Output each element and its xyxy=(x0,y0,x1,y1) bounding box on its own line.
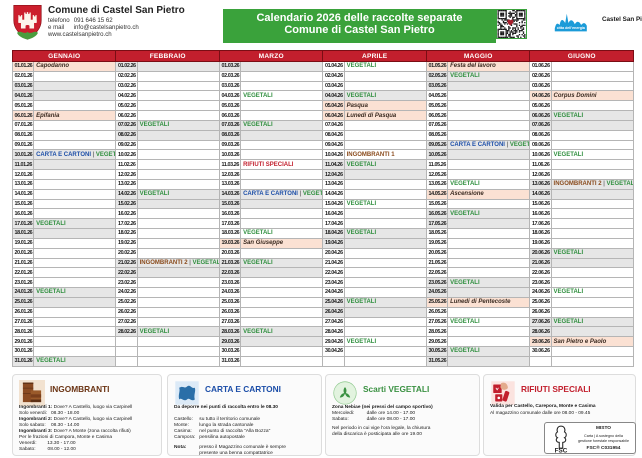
svg-text:citta dell'energia: citta dell'energia xyxy=(557,26,586,30)
svg-text:FSC: FSC xyxy=(555,447,568,454)
